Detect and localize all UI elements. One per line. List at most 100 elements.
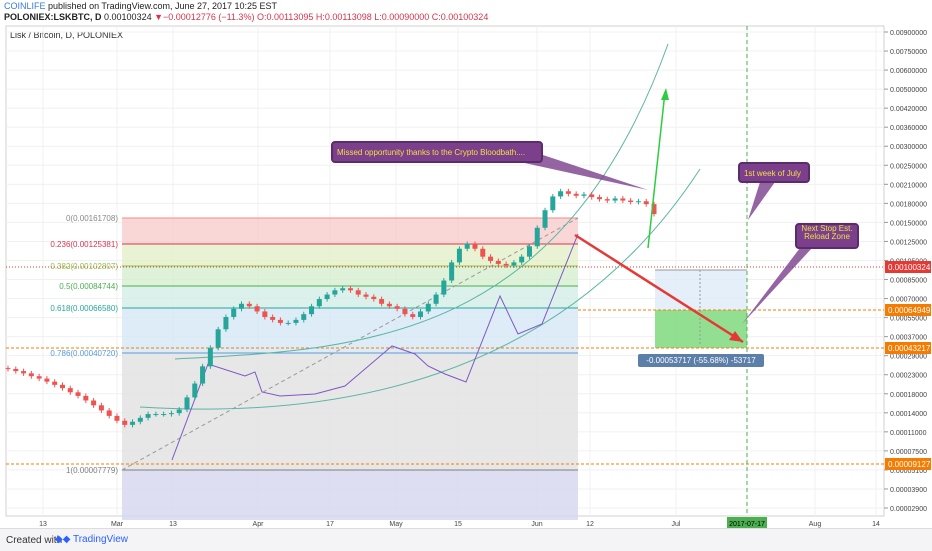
- time-axis[interactable]: 13 Mar 13 Apr 17 May 15 Jun 12 Jul 2017-07-17 Aug 14: [39, 517, 880, 528]
- callout-first-week[interactable]: 1st week of July: [738, 162, 810, 220]
- last-price: 0.00100324: [104, 12, 152, 22]
- callout-text: Missed opportunity thanks to the Crypto …: [337, 148, 525, 157]
- candle: [425, 301, 431, 314]
- candle: [168, 410, 174, 417]
- price-axis-label: 0.00023000: [890, 373, 927, 380]
- fib-label: 1(0.00007779): [66, 466, 118, 475]
- parabolic-arc: [139, 168, 701, 410]
- time-axis-label: 2017-07-17: [729, 521, 765, 528]
- candle: [620, 196, 626, 204]
- price-axis[interactable]: 0.00900000 0.00750000 0.00600000 0.00500000…: [884, 30, 927, 513]
- candle: [495, 258, 501, 267]
- price-axis-label: 0.00037000: [890, 335, 927, 342]
- candle: [410, 311, 416, 320]
- measure-label: -0.00053717 (-55.68%) -53717: [638, 354, 764, 367]
- candle: [573, 191, 579, 199]
- candle: [114, 413, 120, 424]
- candle: [161, 411, 167, 417]
- candle: [340, 285, 346, 293]
- fib-label: 0.236(0.00125381): [50, 240, 118, 249]
- tradingview-logo-icon[interactable]: ◆◆ TradingView: [55, 534, 129, 545]
- candle: [215, 326, 221, 351]
- candle: [379, 296, 385, 307]
- candle: [316, 296, 322, 309]
- candle: [355, 287, 361, 298]
- candle: [472, 241, 478, 252]
- candle: [137, 415, 143, 425]
- candle: [309, 303, 315, 317]
- candle: [277, 317, 283, 326]
- price-tag-text: 0.00043217: [888, 344, 931, 353]
- svg-text:-0.00053717 (-55.68%) -53717: -0.00053717 (-55.68%) -53717: [646, 356, 756, 365]
- time-axis-label: Jul: [672, 521, 681, 528]
- price-axis-label: 0.00500000: [890, 87, 927, 94]
- candle: [262, 308, 268, 320]
- price-axis-label: 0.00125000: [890, 239, 927, 246]
- candle: [597, 194, 603, 202]
- arrow-head-icon: [729, 331, 743, 342]
- candle: [612, 196, 618, 204]
- candle: [651, 201, 657, 217]
- candle: [285, 320, 291, 326]
- time-axis-label: Aug: [809, 521, 822, 528]
- change-value: −0.00012776 (−11.3%): [163, 12, 255, 22]
- footer: Created with ◆◆ TradingView: [0, 528, 932, 551]
- measure-box: [655, 270, 747, 310]
- price-axis-label: 0.00600000: [890, 68, 927, 75]
- time-axis-label: 12: [586, 521, 594, 528]
- candle: [402, 306, 408, 317]
- fib-retracement[interactable]: 0(0.00161708) 0.236(0.00125381) 0.382(0.…: [50, 214, 579, 520]
- candle: [75, 389, 81, 399]
- price-axis-label: 0.00420000: [890, 106, 927, 113]
- candle: [98, 402, 104, 413]
- candles: [5, 188, 657, 428]
- candle: [464, 241, 470, 252]
- candle: [371, 294, 377, 302]
- price-axis-label: 0.00150000: [890, 220, 927, 227]
- fib-label: 0.5(0.00084744): [59, 282, 118, 291]
- price-axis-label: 0.00014000: [890, 411, 927, 418]
- candle: [488, 254, 494, 264]
- candle: [565, 188, 571, 197]
- parabolic-arc: [174, 43, 669, 360]
- candle: [200, 363, 206, 387]
- bearish-arrow: [574, 233, 744, 344]
- bullish-arrow: [647, 91, 666, 249]
- time-axis-label: 17: [326, 521, 334, 528]
- candle: [36, 373, 42, 382]
- chart-title: Lisk / Bitcoin, D, POLONIEX: [10, 30, 123, 40]
- candle: [270, 314, 276, 323]
- candle: [386, 301, 392, 309]
- pattern-line: [171, 233, 579, 461]
- fib-label: 0.786(0.00040720): [50, 349, 118, 358]
- price-chart[interactable]: Lisk / Bitcoin, D, POLONIEX 0(0.00161708…: [0, 24, 932, 528]
- candle: [332, 287, 338, 298]
- candle: [122, 418, 128, 428]
- candle: [207, 345, 213, 369]
- price-tag-text: 0.00009127: [888, 460, 931, 469]
- price-axis-label: 0.00085000: [890, 278, 927, 285]
- candle: [542, 207, 548, 231]
- callout-missed[interactable]: Missed opportunity thanks to the Crypto …: [331, 141, 648, 190]
- candle: [91, 398, 97, 408]
- candle: [44, 376, 50, 385]
- tradingview-brand: TradingView: [72, 534, 129, 545]
- candle: [347, 285, 353, 293]
- chart-header: COINLIFE published on TradingView.com, J…: [0, 0, 932, 24]
- time-axis-label: 13: [169, 521, 177, 528]
- price-axis-label: 0.00070000: [890, 297, 927, 304]
- candle: [503, 261, 509, 268]
- candle: [456, 246, 462, 265]
- candle: [52, 379, 58, 388]
- ohlc-values: O:0.00113095 H:0.00113098 L:0.00090000 C…: [256, 12, 489, 22]
- price-axis-label: 0.00002900: [890, 506, 927, 513]
- price-axis-label: 0.00900000: [890, 30, 927, 37]
- candle: [526, 243, 532, 260]
- candle: [511, 259, 517, 268]
- price-axis-label: 0.00750000: [890, 49, 927, 56]
- candle: [628, 198, 634, 205]
- candle: [363, 292, 369, 300]
- candle: [519, 254, 525, 265]
- callout-next-stop[interactable]: Next Stop Est. Reload Zone: [742, 223, 859, 324]
- author-link[interactable]: COINLIFE: [4, 1, 46, 11]
